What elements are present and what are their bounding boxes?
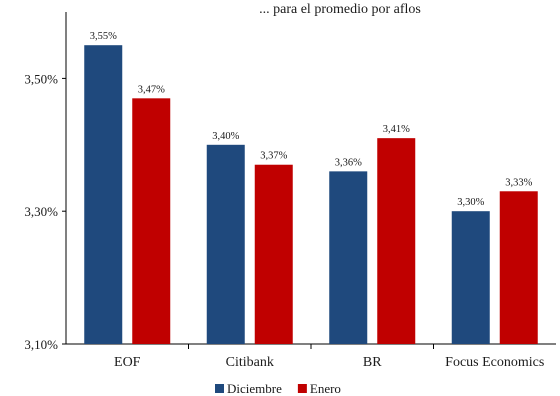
legend-label: Diciembre — [227, 381, 282, 396]
y-tick-label: 3,30% — [24, 204, 58, 219]
x-tick-label: Citibank — [226, 355, 274, 370]
bar-enero — [377, 138, 416, 344]
bar-diciembre — [329, 171, 368, 344]
data-label: 3,41% — [383, 124, 410, 135]
y-tick-label: 3,50% — [24, 71, 58, 86]
x-tick-label: Focus Economics — [445, 355, 544, 370]
data-label: 3,30% — [457, 197, 484, 208]
data-label: 3,55% — [90, 31, 117, 42]
legend: Diciembre Enero — [215, 381, 341, 396]
data-label: 3,33% — [505, 177, 532, 188]
legend-swatch — [297, 384, 307, 393]
y-tick-label: 3,10% — [24, 337, 58, 352]
legend-label: Enero — [310, 381, 341, 396]
bar-diciembre — [206, 144, 245, 344]
bar-diciembre — [84, 45, 123, 344]
bars — [84, 45, 538, 344]
data-label: 3,37% — [260, 151, 287, 162]
chart-title: ... para el promedio por aflos — [259, 2, 421, 17]
bar-diciembre — [451, 211, 490, 344]
data-labels: 3,55% 3,47% 3,40% 3,37% 3,36% 3,41% 3,30% 3,33% — [90, 31, 533, 208]
data-label: 3,36% — [335, 157, 362, 168]
bar-enero — [499, 191, 538, 344]
bar-enero — [132, 98, 171, 344]
bar-enero — [254, 164, 293, 344]
x-tick-label: EOF — [114, 355, 141, 370]
data-label: 3,47% — [138, 84, 165, 95]
legend-swatch — [215, 384, 224, 393]
data-label: 3,40% — [212, 131, 239, 142]
x-tick-label: BR — [363, 355, 382, 370]
